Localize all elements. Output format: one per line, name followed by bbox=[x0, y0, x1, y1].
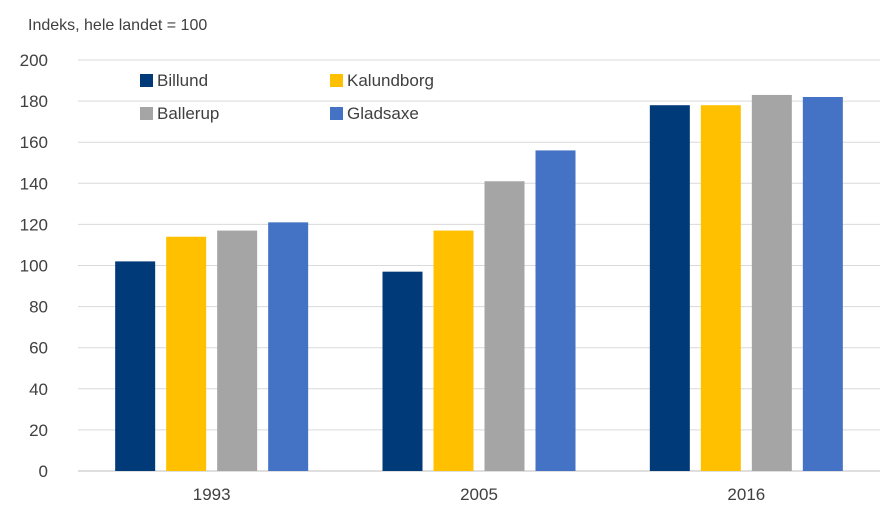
legend: Billund Kalundborg Ballerup Gladsaxe bbox=[140, 71, 434, 123]
y-tick-label: 120 bbox=[20, 215, 48, 234]
y-tick-label: 100 bbox=[20, 257, 48, 276]
bar-billund-2016 bbox=[649, 105, 690, 472]
bar-kalundborg-2016 bbox=[700, 105, 741, 472]
bar-gladsaxe-2005 bbox=[535, 150, 576, 472]
legend-swatch-gladsaxe bbox=[330, 107, 343, 120]
x-tick-label: 1993 bbox=[193, 485, 231, 504]
bar-billund-1993 bbox=[115, 261, 156, 471]
legend-swatch-kalundborg bbox=[330, 74, 343, 87]
y-tick-label: 60 bbox=[29, 339, 48, 358]
y-tick-label: 40 bbox=[29, 380, 48, 399]
legend-label-ballerup: Ballerup bbox=[157, 104, 219, 123]
legend-swatch-billund bbox=[140, 74, 153, 87]
y-tick-label: 80 bbox=[29, 298, 48, 317]
x-tick-label: 2016 bbox=[727, 485, 765, 504]
y-tick-label: 160 bbox=[20, 133, 48, 152]
gridlines bbox=[78, 59, 880, 472]
legend-swatch-ballerup bbox=[140, 107, 153, 120]
legend-label-gladsaxe: Gladsaxe bbox=[347, 104, 419, 123]
bar-gladsaxe-1993 bbox=[268, 222, 309, 471]
y-tick-label: 140 bbox=[20, 174, 48, 193]
bar-kalundborg-2005 bbox=[433, 230, 474, 471]
y-tick-label: 0 bbox=[39, 462, 48, 481]
y-tick-label: 20 bbox=[29, 421, 48, 440]
bar-ballerup-1993 bbox=[217, 230, 258, 471]
y-axis-title: Indeks, hele landet = 100 bbox=[28, 17, 207, 34]
bars bbox=[115, 94, 843, 472]
bar-billund-2005 bbox=[382, 271, 423, 471]
y-tick-label: 200 bbox=[20, 51, 48, 70]
x-tick-label: 2005 bbox=[460, 485, 498, 504]
x-tick-labels: 1993 2005 2016 bbox=[193, 485, 765, 504]
bar-gladsaxe-2016 bbox=[802, 96, 843, 472]
bar-ballerup-2005 bbox=[484, 181, 525, 471]
legend-label-billund: Billund bbox=[157, 71, 208, 90]
bar-kalundborg-1993 bbox=[166, 236, 207, 471]
y-tick-label: 180 bbox=[20, 92, 48, 111]
y-tick-labels: 0 20 40 60 80 100 120 140 160 180 200 bbox=[20, 51, 48, 481]
bar-ballerup-2016 bbox=[751, 94, 792, 471]
legend-label-kalundborg: Kalundborg bbox=[347, 71, 434, 90]
